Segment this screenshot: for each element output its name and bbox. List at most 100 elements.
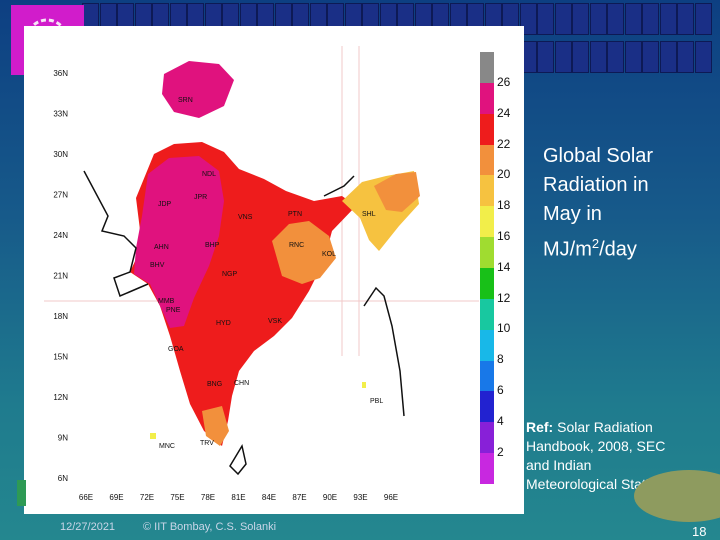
- city-label: KOL: [322, 251, 336, 258]
- city-label: HYD: [216, 320, 231, 327]
- city-label: BHV: [150, 262, 165, 269]
- lon-label: 87E: [292, 493, 306, 502]
- lon-label: 72E: [140, 493, 154, 502]
- page-number: 18: [692, 524, 707, 539]
- legend-tick-label: 6: [497, 383, 504, 397]
- legend-swatch: [480, 268, 494, 299]
- city-label: SHL: [362, 211, 376, 218]
- lakshadweep-islands: [150, 433, 156, 439]
- city-label: JPR: [194, 194, 207, 201]
- title-unit: MJ/m2/day: [543, 236, 637, 261]
- legend-tick-label: 20: [497, 167, 511, 182]
- lon-label: 81E: [231, 493, 245, 502]
- grid-square: [659, 41, 677, 73]
- legend-swatch: [480, 52, 494, 83]
- grid-square: [554, 41, 572, 73]
- city-label: NGP: [222, 271, 238, 278]
- lat-label: 12N: [53, 393, 68, 402]
- lat-label: 33N: [53, 110, 68, 119]
- legend-tick-label: 18: [497, 198, 511, 213]
- lat-label: 6N: [58, 474, 68, 483]
- grid-square: [572, 41, 589, 73]
- city-label: BNG: [207, 381, 222, 388]
- legend-swatch: [480, 391, 494, 423]
- legend-swatch: [480, 360, 494, 392]
- decorative-oval: [634, 470, 720, 522]
- ref-label: Ref:: [526, 419, 554, 435]
- reference-note: Ref: Solar Radiation Handbook, 2008, SEC…: [526, 418, 686, 494]
- legend-tick-label: 12: [497, 290, 511, 305]
- city-label: GOA: [168, 346, 184, 353]
- legend-tick-label: 2: [497, 444, 504, 459]
- lon-label: 66E: [79, 493, 93, 502]
- city-label: BHP: [205, 242, 220, 249]
- lon-label: 75E: [170, 493, 184, 502]
- grid-square: [537, 41, 554, 73]
- city-label: NDL: [202, 171, 216, 178]
- city-label: MMB: [158, 298, 175, 305]
- city-label: JDP: [158, 201, 172, 208]
- city-label: MNC: [159, 443, 175, 450]
- grid-square: [624, 41, 642, 73]
- legend-tick-label: 14: [497, 259, 511, 274]
- zone-east-orange: [272, 221, 336, 284]
- legend-swatch: [480, 206, 494, 238]
- lon-label: 93E: [353, 493, 367, 502]
- city-label: AHN: [154, 244, 169, 251]
- grid-square: [642, 41, 659, 73]
- grid-square: [694, 41, 712, 73]
- legend-swatch: [480, 82, 494, 114]
- lon-label: 96E: [384, 493, 398, 502]
- lat-label: 24N: [53, 231, 68, 240]
- legend-swatch: [480, 113, 494, 145]
- grid-square: [554, 3, 572, 35]
- title-line: Radiation in: [543, 174, 649, 196]
- grid-square: [694, 3, 712, 35]
- legend-tick-label: 22: [497, 136, 511, 151]
- lat-label: 30N: [53, 150, 68, 159]
- grid-square: [659, 3, 677, 35]
- zone-west-magenta: [134, 156, 224, 328]
- legend-tick-label: 24: [497, 105, 511, 120]
- ref-body: Solar Radiation Handbook, 2008, SEC and …: [526, 419, 666, 492]
- lon-label: 69E: [109, 493, 123, 502]
- grid-square: [677, 3, 694, 35]
- lat-label: 18N: [53, 312, 68, 321]
- city-label: VNS: [238, 214, 253, 221]
- legend-tick-label: 8: [497, 352, 504, 367]
- lon-label: 90E: [323, 493, 337, 502]
- legend-swatch: [480, 175, 494, 207]
- zone-south-orange: [202, 406, 229, 446]
- title-line: Global Solar: [543, 145, 654, 167]
- legend-swatch: [480, 329, 494, 361]
- legend-tick-label: 26: [497, 75, 511, 89]
- grid-square: [677, 41, 694, 73]
- lat-label: 21N: [53, 272, 68, 281]
- legend-swatch: [480, 422, 494, 454]
- city-label: VSK: [268, 318, 282, 325]
- grid-square: [607, 3, 624, 35]
- lon-label: 78E: [201, 493, 215, 502]
- grid-square: [589, 41, 607, 73]
- map-zones: [130, 61, 420, 446]
- city-label: TRV: [200, 440, 214, 447]
- grid-square: [624, 3, 642, 35]
- city-label: RNC: [289, 242, 304, 249]
- legend-tick-label: 4: [497, 413, 504, 428]
- legend-swatch: [480, 298, 494, 330]
- legend-tick-label: 10: [497, 321, 511, 336]
- lat-label: 15N: [53, 353, 68, 362]
- zone-ne-orange: [374, 172, 420, 212]
- footer-credit: © IIT Bombay, C.S. Solanki: [143, 521, 277, 533]
- grid-square: [642, 3, 659, 35]
- grid-square: [607, 41, 624, 73]
- city-label: PTN: [288, 211, 302, 218]
- grid-square: [572, 3, 589, 35]
- lat-label: 27N: [53, 191, 68, 200]
- legend-swatch: [480, 237, 494, 268]
- grid-square: [537, 3, 554, 35]
- city-label: PBL: [370, 398, 383, 405]
- legend-swatch: [480, 453, 494, 484]
- andaman-islands: [362, 382, 366, 388]
- decorative-block: [17, 480, 26, 506]
